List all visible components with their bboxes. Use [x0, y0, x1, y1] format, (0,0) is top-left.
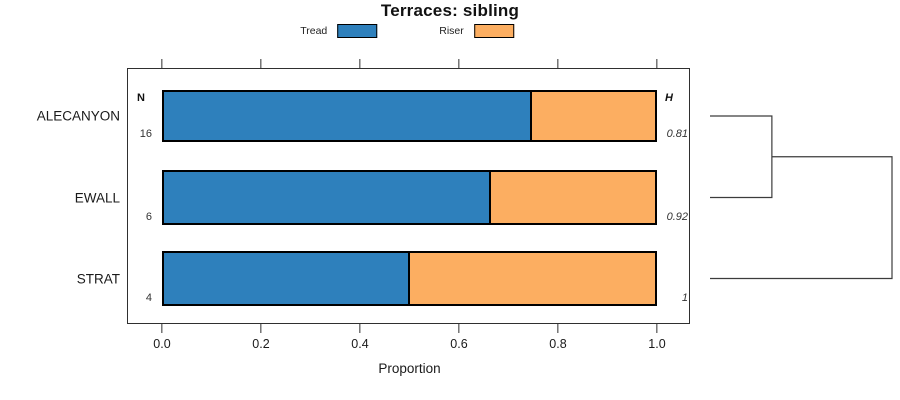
legend-label-tread: Tread [300, 25, 328, 37]
bar-segment-tread [164, 172, 492, 223]
x-axis-tick-top [161, 59, 163, 68]
h-value: 1 [681, 292, 688, 304]
n-value: 4 [145, 292, 152, 304]
x-axis-tick-bottom [656, 324, 658, 333]
category-label: ALECANYON [36, 108, 120, 124]
dendrogram-branch [710, 115, 773, 199]
n-column-header: N [137, 92, 145, 104]
bar-segment-riser [532, 92, 655, 140]
n-value: 6 [145, 211, 152, 223]
x-axis-tick-top [458, 59, 460, 68]
x-axis-tick-bottom [557, 324, 559, 333]
bar-segment-riser [491, 172, 655, 223]
x-axis-tick-label: 0.4 [351, 337, 369, 351]
bar-segment-tread [164, 92, 533, 140]
x-axis-tick-top [359, 59, 361, 68]
bar-row [162, 90, 657, 142]
category-label: STRAT [76, 271, 120, 286]
x-axis-tick-bottom [161, 324, 163, 333]
x-axis-tick-top [557, 59, 559, 68]
bar-row [162, 170, 657, 225]
h-column-header: H [665, 92, 673, 104]
plot-area [127, 68, 690, 324]
h-value: 0.92 [666, 211, 688, 223]
x-axis-tick-bottom [260, 324, 262, 333]
legend-item-tread: Tread [300, 24, 378, 38]
x-axis-tick-bottom [458, 324, 460, 333]
legend-swatch-tread-icon [337, 24, 378, 38]
x-axis-tick-bottom [359, 324, 361, 333]
x-axis-tick-top [656, 59, 658, 68]
legend-item-riser: Riser [439, 24, 514, 38]
x-axis-tick-top [260, 59, 262, 68]
x-axis-tick-label: 1.0 [648, 337, 666, 351]
bar-row [162, 251, 657, 306]
legend: Tread Riser [300, 24, 514, 38]
bar-segment-riser [409, 253, 655, 304]
dendrogram-branch [710, 156, 893, 280]
legend-label-riser: Riser [439, 25, 464, 37]
chart-title: Terraces: sibling [380, 1, 520, 20]
bar-segment-tread [164, 253, 410, 304]
h-value: 0.81 [666, 128, 688, 140]
n-value: 16 [139, 128, 152, 140]
x-axis-title: Proportion [378, 361, 441, 376]
x-axis-tick-label: 0.0 [153, 337, 171, 351]
legend-swatch-riser-icon [473, 24, 514, 38]
category-label: EWALL [74, 190, 120, 205]
x-axis-tick-label: 0.8 [549, 337, 567, 351]
x-axis-tick-label: 0.6 [450, 337, 468, 351]
x-axis-tick-label: 0.2 [252, 337, 270, 351]
